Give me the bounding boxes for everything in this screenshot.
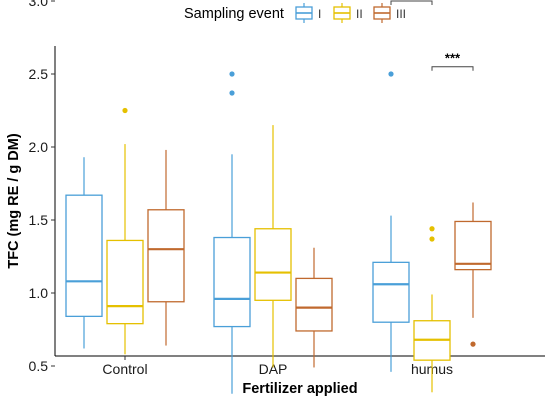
outlier-point xyxy=(470,341,476,347)
x-axis: Control DAP humus xyxy=(102,356,453,377)
boxes xyxy=(65,71,492,394)
y-tick-label: 2.0 xyxy=(29,139,49,155)
y-tick-label: 3.0 xyxy=(29,0,49,9)
outlier-point xyxy=(122,107,128,114)
box-II-DAP xyxy=(254,125,292,368)
legend-label: II xyxy=(356,7,363,21)
outlier-point xyxy=(388,71,394,77)
box-body xyxy=(65,194,103,318)
y-tick-label: 2.5 xyxy=(29,66,49,82)
y-tick-label: 1.0 xyxy=(29,285,49,301)
bracket-line xyxy=(390,0,433,5)
box-body xyxy=(295,277,333,332)
box-body xyxy=(372,261,410,323)
x-axis-title: Fertilizer applied xyxy=(242,381,357,397)
box-body xyxy=(147,209,185,303)
box-body xyxy=(106,239,144,325)
legend: Sampling event I II III xyxy=(184,3,406,23)
box-body xyxy=(254,228,292,301)
y-axis-title: TFC (mg RE / g DM) xyxy=(6,133,22,268)
significance-bracket: * xyxy=(390,0,433,5)
y-tick-label: 1.5 xyxy=(29,212,49,228)
legend-item-I: I xyxy=(295,3,321,23)
outlier-point xyxy=(429,226,435,232)
legend-label: I xyxy=(318,7,321,21)
box-I-humus xyxy=(372,71,410,372)
y-tick-label: 0.5 xyxy=(29,358,49,374)
x-tick-label: DAP xyxy=(259,361,288,377)
significance-label: *** xyxy=(445,51,461,66)
significance-bracket: *** xyxy=(431,51,474,71)
box-III-Control xyxy=(147,149,185,346)
y-axis: 0.51.01.52.02.53.03.54.0 xyxy=(29,0,55,374)
box-I-Control xyxy=(65,157,103,349)
box-III-humus xyxy=(454,202,492,347)
legend-item-III: III xyxy=(373,3,406,23)
box-III-DAP xyxy=(295,247,333,368)
outlier-point xyxy=(429,236,435,242)
outlier-point xyxy=(229,71,235,77)
legend-item-II: II xyxy=(333,3,363,23)
bracket-line xyxy=(431,66,474,71)
box-body xyxy=(213,236,251,328)
significance-brackets: **** xyxy=(390,0,474,71)
legend-label: III xyxy=(396,7,406,21)
box-II-Control xyxy=(106,107,144,355)
box-body xyxy=(454,220,492,271)
x-tick-label: Control xyxy=(102,361,147,377)
legend-title: Sampling event xyxy=(184,6,284,22)
box-II-humus xyxy=(413,226,451,393)
box-I-DAP xyxy=(213,71,251,394)
outlier-point xyxy=(229,90,235,96)
